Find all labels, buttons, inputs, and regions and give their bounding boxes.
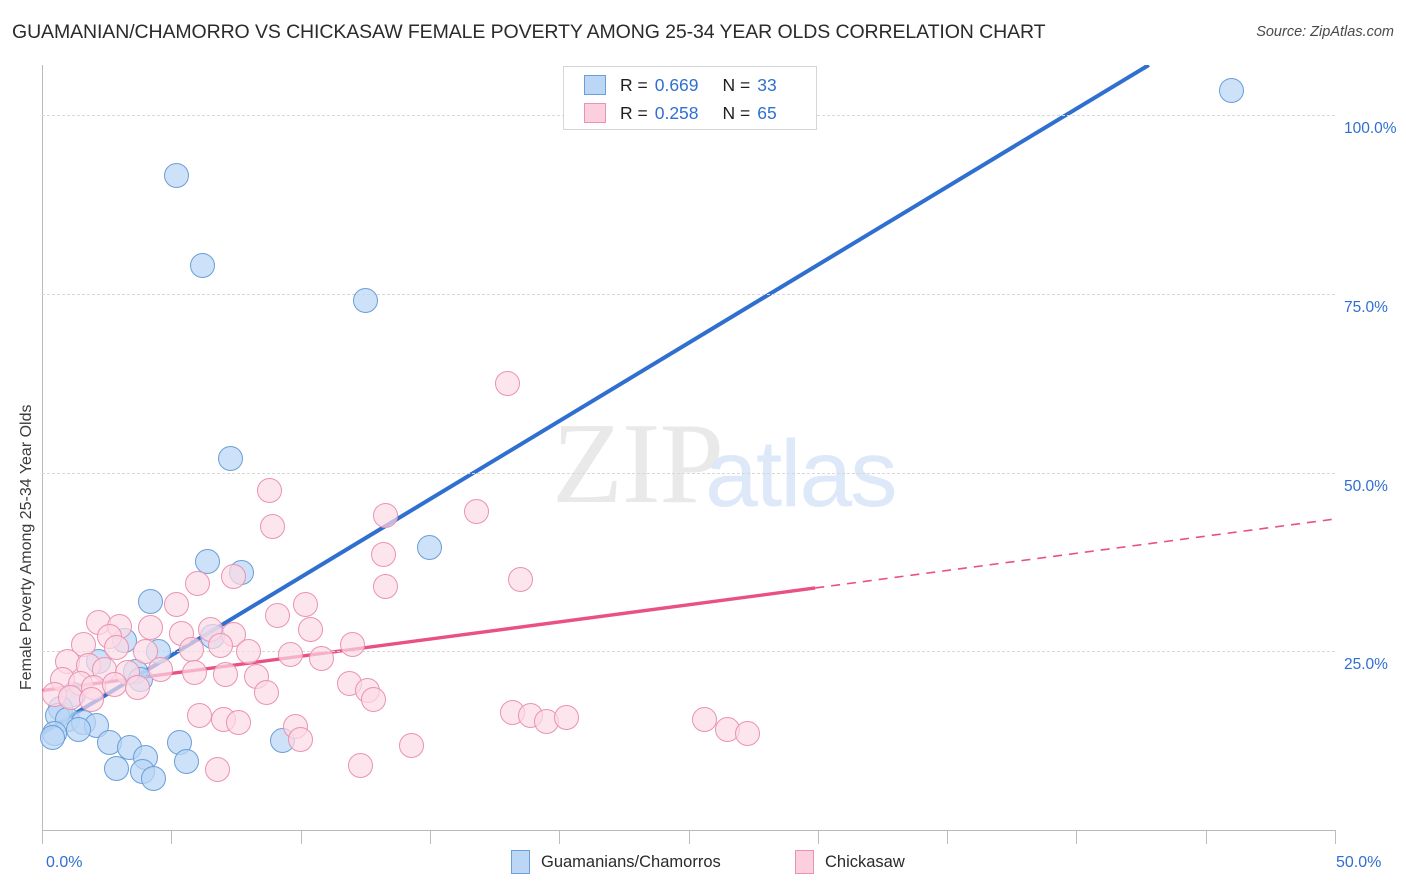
data-point-chickasaw[interactable] <box>138 615 164 641</box>
y-tick-label: 50.0% <box>1344 477 1388 495</box>
data-point-chickasaw[interactable] <box>298 617 324 643</box>
source-attribution: Source: ZipAtlas.com <box>1256 24 1394 40</box>
data-point-guamanian[interactable] <box>352 288 378 314</box>
data-point-chickasaw[interactable] <box>373 502 399 528</box>
data-point-guamanian[interactable] <box>195 549 220 575</box>
data-point-chickasaw[interactable] <box>288 727 314 753</box>
data-point-guamanian[interactable] <box>163 163 189 189</box>
data-point-chickasaw[interactable] <box>257 477 283 503</box>
legend-swatch-guamanian <box>584 75 606 95</box>
data-point-chickasaw[interactable] <box>182 660 208 686</box>
data-point-chickasaw[interactable] <box>259 513 285 539</box>
series-legend-label-guamanian: Guamanians/Chamorros <box>541 852 721 871</box>
data-point-guamanian[interactable] <box>39 724 65 750</box>
data-point-chickasaw[interactable] <box>163 592 189 618</box>
data-point-chickasaw[interactable] <box>264 603 290 628</box>
data-point-chickasaw[interactable] <box>507 567 533 593</box>
data-point-chickasaw[interactable] <box>277 642 303 668</box>
data-point-chickasaw[interactable] <box>399 733 425 759</box>
x-axis-tick <box>300 830 302 844</box>
data-point-chickasaw[interactable] <box>101 671 127 697</box>
data-point-guamanian[interactable] <box>65 717 91 743</box>
data-point-chickasaw[interactable] <box>373 574 399 600</box>
data-point-chickasaw[interactable] <box>226 710 252 736</box>
x-axis-tick <box>947 830 949 844</box>
x-axis-tick <box>688 830 690 844</box>
data-point-chickasaw[interactable] <box>179 637 205 663</box>
data-point-chickasaw[interactable] <box>184 570 210 596</box>
data-point-chickasaw[interactable] <box>220 563 246 589</box>
series-legend-guamanian[interactable]: Guamanians/Chamorros <box>511 850 721 874</box>
y-axis-line <box>42 65 43 830</box>
data-point-chickasaw[interactable] <box>207 633 233 659</box>
data-point-chickasaw[interactable] <box>308 645 334 671</box>
x-axis-tick <box>42 830 43 844</box>
data-point-chickasaw[interactable] <box>293 592 319 618</box>
data-point-guamanian[interactable] <box>189 252 215 278</box>
data-point-chickasaw[interactable] <box>236 638 262 664</box>
data-point-chickasaw[interactable] <box>463 499 489 525</box>
legend-r-label-guamanian: R = <box>620 74 648 95</box>
legend-row-chickasaw: R = 0.258 N = 65 <box>584 99 777 127</box>
data-point-guamanian[interactable] <box>140 766 166 792</box>
y-tick-label: 25.0% <box>1344 656 1388 674</box>
legend-r-value-guamanian: 0.669 <box>654 74 699 95</box>
gridline <box>42 651 1335 653</box>
x-axis-tick <box>171 830 173 844</box>
trend-line-chickasaw-extrapolated <box>815 518 1335 589</box>
page-title: GUAMANIAN/CHAMORRO VS CHICKASAW FEMALE P… <box>12 21 1046 43</box>
legend-row-guamanian: R = 0.669 N = 33 <box>584 71 777 99</box>
legend-r-value-chickasaw: 0.258 <box>654 102 699 123</box>
data-point-guamanian[interactable] <box>417 535 443 561</box>
x-axis-tick <box>429 830 431 844</box>
x-axis-tick <box>817 830 819 844</box>
series-legend-chickasaw[interactable]: Chickasaw <box>795 850 905 874</box>
data-point-guamanian[interactable] <box>1219 77 1245 103</box>
legend-r-label-chickasaw: R = <box>620 102 648 123</box>
data-point-chickasaw[interactable] <box>494 370 520 396</box>
data-point-chickasaw[interactable] <box>104 635 130 661</box>
legend-n-value-chickasaw: 65 <box>757 102 777 123</box>
data-point-chickasaw[interactable] <box>254 679 280 705</box>
data-point-chickasaw[interactable] <box>78 687 104 713</box>
series-legend-swatch-guamanian <box>511 850 530 874</box>
data-point-chickasaw[interactable] <box>360 687 386 713</box>
data-point-chickasaw[interactable] <box>347 753 373 779</box>
series-legend-label-chickasaw: Chickasaw <box>825 852 905 871</box>
y-tick-label: 75.0% <box>1344 298 1388 316</box>
legend-n-label-guamanian: N = <box>722 74 751 95</box>
data-point-chickasaw[interactable] <box>205 756 231 782</box>
x-axis-tick <box>559 830 561 844</box>
data-point-chickasaw[interactable] <box>554 704 580 730</box>
x-tick-label-max: 50.0% <box>1336 854 1382 871</box>
data-point-guamanian[interactable] <box>138 588 164 614</box>
data-point-chickasaw[interactable] <box>370 542 396 568</box>
legend-n-label-chickasaw: N = <box>722 102 751 123</box>
legend-n-value-guamanian: 33 <box>757 74 777 95</box>
data-point-guamanian[interactable] <box>218 445 244 471</box>
data-point-chickasaw[interactable] <box>187 703 213 729</box>
trend-line-guamanian <box>42 65 1150 736</box>
data-point-chickasaw[interactable] <box>691 706 717 732</box>
x-axis-tick <box>1335 830 1336 844</box>
x-tick-label-min: 0.0% <box>46 854 83 871</box>
y-tick-label: 100.0% <box>1344 120 1397 138</box>
data-point-chickasaw[interactable] <box>148 657 174 683</box>
legend-swatch-chickasaw <box>584 103 606 123</box>
data-point-chickasaw[interactable] <box>125 674 151 700</box>
x-axis-tick <box>1205 830 1207 844</box>
gridline <box>42 293 1335 295</box>
data-point-chickasaw[interactable] <box>213 661 239 687</box>
x-axis-tick <box>1076 830 1078 844</box>
data-point-chickasaw[interactable] <box>735 720 761 746</box>
correlation-legend: R = 0.669 N = 33 R = 0.258 N = 65 <box>563 66 817 130</box>
y-axis-title: Female Poverty Among 25-34 Year Olds <box>18 404 35 691</box>
data-point-guamanian[interactable] <box>104 756 130 781</box>
data-point-chickasaw[interactable] <box>339 631 365 657</box>
series-legend-swatch-chickasaw <box>795 850 814 874</box>
gridline <box>42 472 1335 474</box>
data-point-guamanian[interactable] <box>174 748 200 774</box>
